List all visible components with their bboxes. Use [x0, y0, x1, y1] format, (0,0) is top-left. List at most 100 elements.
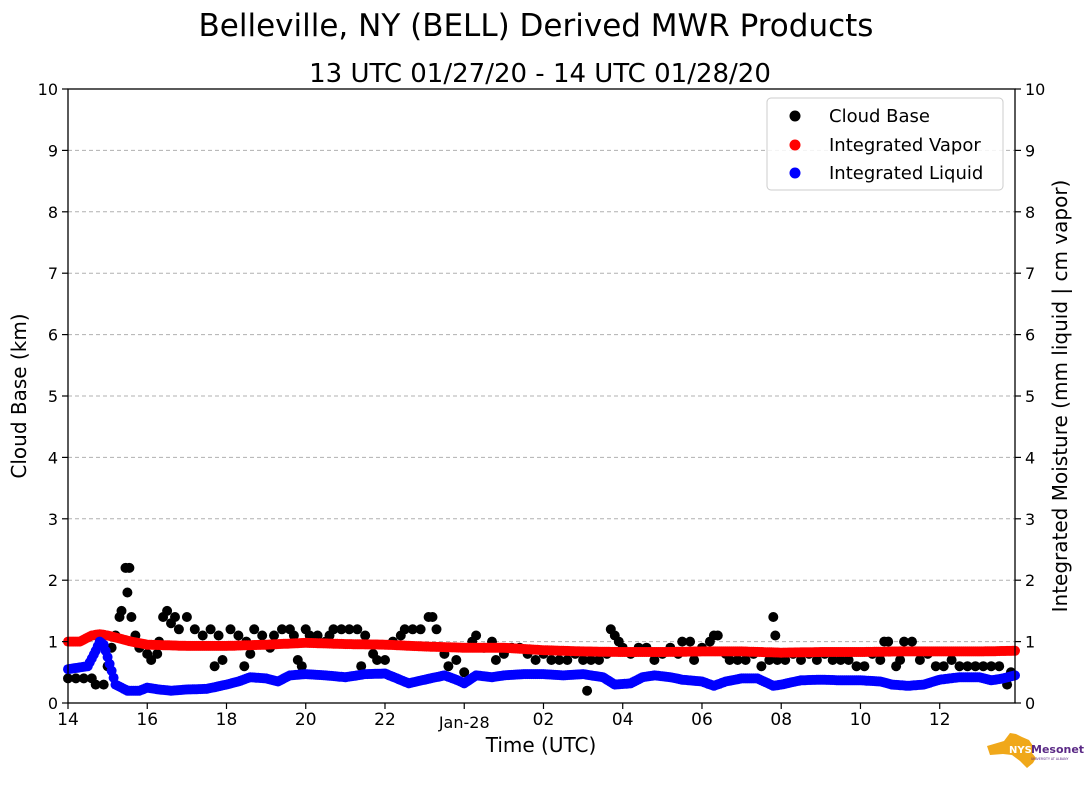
x-axis-label: Time (UTC): [485, 733, 597, 757]
cloud-base-point: [124, 562, 135, 573]
cloud-base-point: [257, 630, 268, 641]
cloud-base-point: [978, 661, 989, 672]
cloud-base-point: [98, 679, 109, 690]
cloud-base-point: [835, 655, 846, 665]
cloud-base-point: [899, 636, 910, 647]
nys-mesonet-logo: NYS Mesonet UNIVERSITY AT ALBANY: [987, 733, 1084, 768]
y-tick-label-left: 5: [48, 387, 58, 406]
cloud-base-point: [554, 655, 565, 665]
y-tick-label-right: 5: [1025, 387, 1035, 406]
cloud-base-point: [239, 661, 250, 672]
cloud-base-point: [851, 661, 862, 672]
cloud-base-point: [70, 673, 81, 684]
cloud-base-point: [490, 655, 501, 665]
logo-brand-prefix: NYS: [1009, 745, 1032, 756]
cloud-base-point: [380, 655, 390, 665]
logo-brand-name: Mesonet: [1031, 743, 1084, 756]
cloud-base-point: [312, 630, 323, 641]
data-series: [63, 562, 1020, 696]
y-tick-label-left: 8: [48, 203, 58, 222]
cloud-base-point: [213, 630, 224, 641]
y-tick-label-right: 3: [1025, 510, 1035, 529]
cloud-base-point: [811, 655, 822, 665]
cloud-base-point: [712, 630, 723, 641]
cloud-base-point: [764, 655, 775, 665]
x-tick-label: 16: [136, 710, 158, 730]
y-tick-label-right: 9: [1025, 141, 1035, 160]
y-tick-label-right: 8: [1025, 203, 1035, 222]
chart-subtitle: 13 UTC 01/27/20 - 14 UTC 01/28/20: [309, 59, 771, 89]
y-tick-label-right: 0: [1025, 694, 1035, 713]
cloud-base-point: [938, 661, 949, 672]
cloud-base-point: [189, 624, 200, 635]
cloud-base-point: [740, 655, 751, 665]
cloud-base-point: [360, 630, 371, 641]
cloud-base-point: [205, 624, 216, 635]
y-tick-label-right: 6: [1025, 326, 1035, 345]
cloud-base-point: [594, 655, 604, 665]
y-tick-label-left: 6: [48, 326, 58, 345]
cloud-base-point: [970, 661, 981, 672]
cloud-base-point: [843, 655, 854, 665]
cloud-base-point: [986, 661, 997, 672]
cloud-base-point: [796, 655, 806, 665]
cloud-base-point: [562, 655, 573, 665]
integrated-liquid-series: [63, 636, 1020, 696]
new-york-state-icon: [987, 733, 1036, 768]
cloud-base-point: [372, 655, 383, 665]
cloud-base-point: [895, 655, 906, 665]
x-tick-label: 22: [374, 710, 396, 730]
cloud-base-point: [883, 636, 894, 647]
y-tick-label-right: 10: [1025, 80, 1045, 99]
cloud-base-point: [209, 661, 220, 672]
cloud-base-point: [277, 624, 287, 635]
cloud-base-point: [962, 661, 973, 672]
x-tick-label: 10: [850, 710, 872, 730]
cloud-base-point: [90, 679, 101, 690]
cloud-base-point: [288, 630, 299, 641]
legend-label-integrated-vapor: Integrated Vapor: [829, 135, 981, 156]
cloud-base-point: [225, 624, 236, 635]
cloud-base-point: [768, 612, 779, 622]
cloud-base-point: [859, 661, 870, 672]
y-tick-label-right: 2: [1025, 571, 1035, 590]
legend: Cloud Base Integrated Vapor Integrated L…: [766, 97, 1004, 191]
cloud-base-point: [586, 655, 596, 665]
cloud-base-point: [217, 655, 228, 665]
cloud-base-point: [689, 655, 700, 665]
legend-label-cloud-base: Cloud Base: [829, 106, 930, 127]
cloud-base-point: [152, 648, 163, 659]
x-tick-label: 12: [929, 710, 951, 730]
cloud-base-point: [336, 624, 347, 635]
cloud-base-point: [173, 624, 184, 635]
cloud-base-point: [649, 655, 660, 665]
y-tick-label-right: 1: [1025, 633, 1035, 652]
y-axis-label-right: Integrated Moisture (mm liquid | cm vapo…: [1048, 180, 1072, 613]
cloud-base-point: [471, 630, 482, 641]
cloud-base-point: [296, 661, 307, 672]
cloud-base-point: [427, 612, 438, 622]
cloud-base-point: [451, 655, 462, 665]
cloud-base-point: [78, 673, 89, 684]
cloud-base-point: [914, 655, 925, 665]
y-tick-label-right: 7: [1025, 264, 1035, 283]
cloud-base-point: [126, 612, 137, 622]
cloud-base-point: [356, 661, 367, 672]
cloud-base-point: [875, 655, 886, 665]
integrated-vapor-series: [63, 629, 1020, 658]
cloud-base-point: [677, 636, 688, 647]
cloud-base-point: [328, 624, 339, 635]
cloud-base-point: [546, 655, 557, 665]
x-tick-label: 14: [57, 710, 79, 730]
logo-institution: UNIVERSITY AT ALBANY: [1031, 757, 1069, 761]
cloud-base-point: [344, 624, 355, 635]
cloud-base-point: [946, 655, 957, 665]
legend-marker-integrated-vapor: [789, 139, 801, 151]
cloud-base-point: [443, 661, 454, 672]
legend-marker-cloud-base: [789, 110, 801, 122]
cloud-base-point: [582, 685, 593, 696]
cloud-base-point: [994, 661, 1005, 672]
cloud-base-point: [724, 655, 735, 665]
cloud-base-point: [431, 624, 442, 635]
